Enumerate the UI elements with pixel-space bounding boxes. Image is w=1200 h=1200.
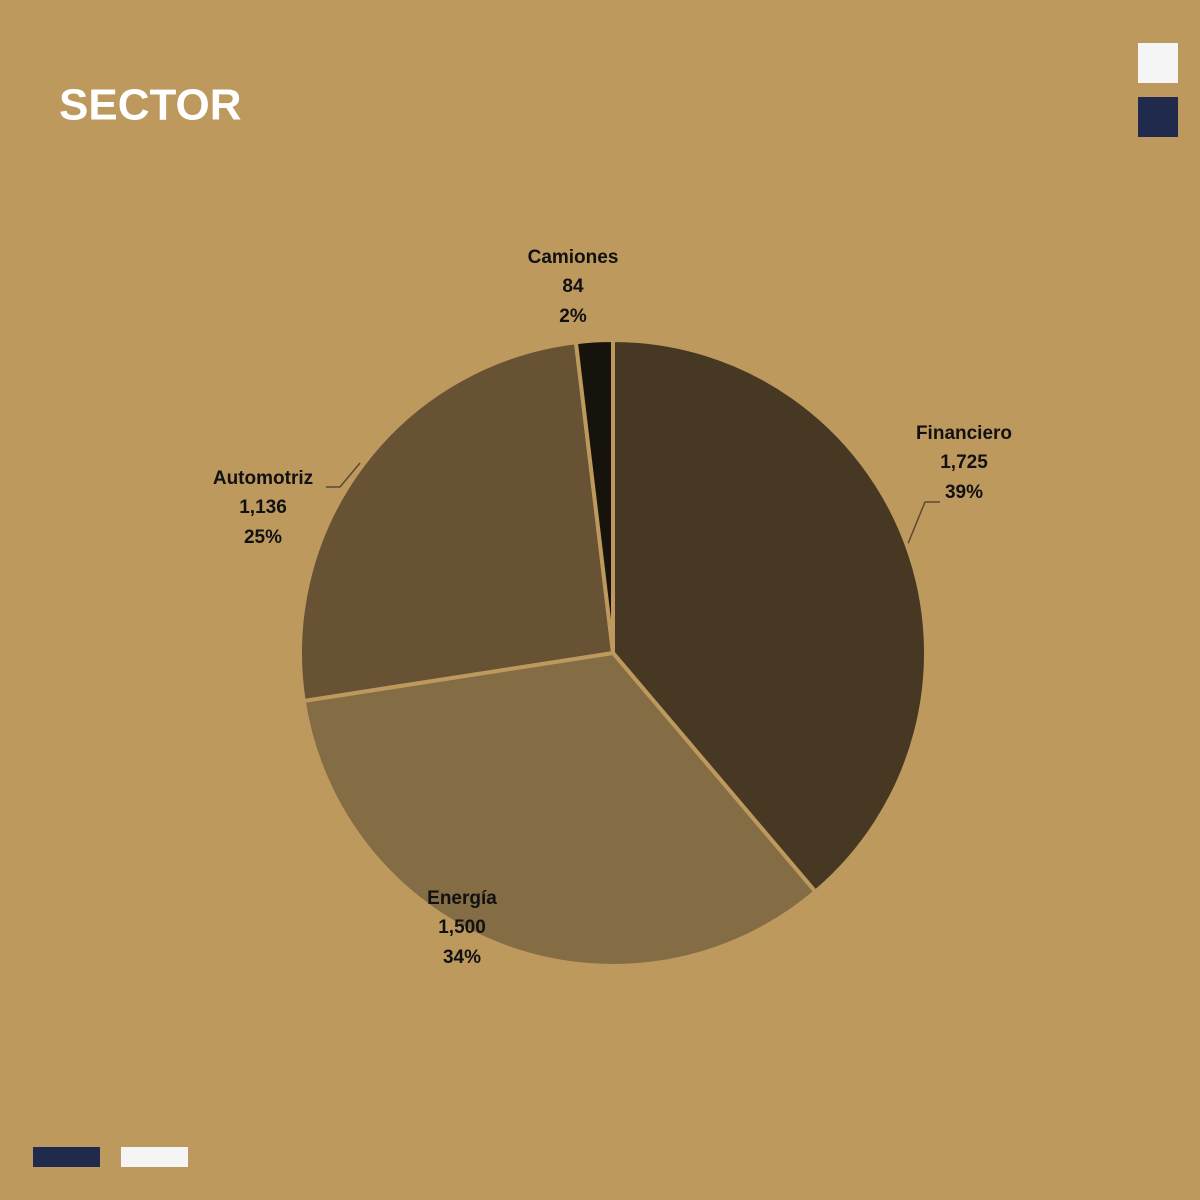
slice-value-label: 1,725 (940, 452, 988, 473)
decor-bar (121, 1147, 188, 1167)
leader-line (906, 501, 940, 547)
slice-percent-label: 39% (945, 482, 983, 503)
slice-percent-label: 25% (244, 527, 282, 548)
slice-percent-label: 34% (443, 947, 481, 968)
decor-square (1138, 43, 1178, 83)
pie-slice (611, 338, 928, 894)
slice-category-label: Camiones (528, 247, 619, 268)
slice-value-label: 1,500 (438, 917, 486, 938)
leader-line (326, 462, 361, 488)
pie-slice (298, 340, 615, 703)
chart-title: SECTOR (59, 81, 242, 130)
decor-square (1138, 97, 1178, 137)
slice-value-label: 84 (562, 276, 584, 297)
slice-category-label: Energía (427, 888, 497, 909)
decor-bar (33, 1147, 100, 1167)
slice-percent-label: 2% (559, 306, 587, 327)
slice-value-label: 1,136 (239, 497, 287, 518)
pie-slice (301, 651, 818, 968)
slice-category-label: Automotriz (213, 468, 313, 489)
pie-slice (573, 338, 615, 655)
slice-category-label: Financiero (916, 423, 1012, 444)
